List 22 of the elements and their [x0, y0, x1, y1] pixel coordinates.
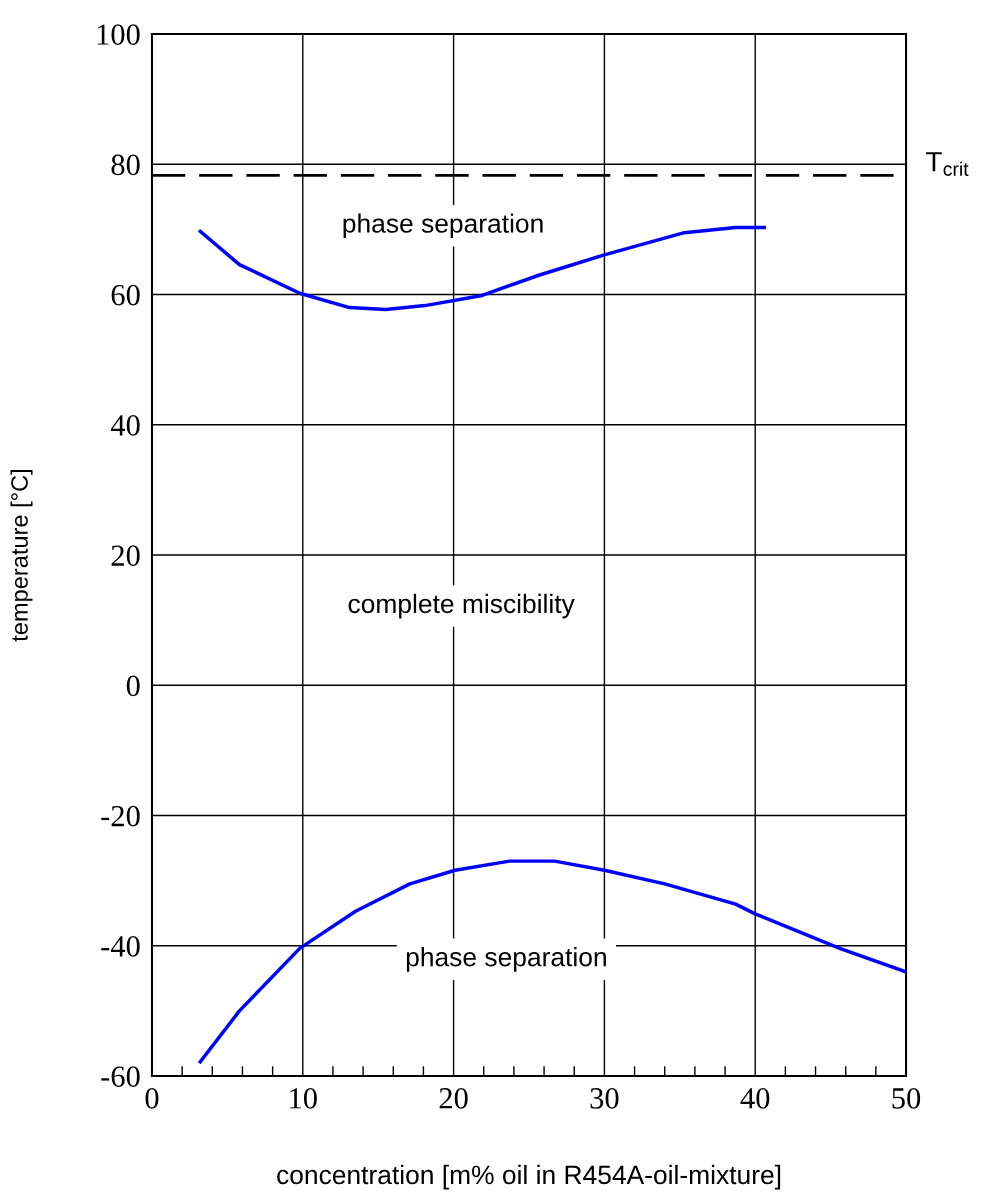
- y-tick-label: -40: [101, 936, 140, 957]
- y-tick-label: 100: [97, 24, 140, 45]
- line-series: [198, 859, 907, 1064]
- y-tick-label: 40: [110, 415, 140, 436]
- y-tick-label: -60: [101, 1066, 140, 1087]
- x-tick-label: 40: [740, 1088, 770, 1109]
- annotation: phase separation: [343, 213, 543, 239]
- x-tick-label: 10: [290, 1088, 317, 1109]
- x-tick-label: 0: [145, 1088, 159, 1109]
- y-tick-label: 80: [111, 154, 140, 176]
- annotation: complete miscibility: [348, 593, 575, 619]
- x-tick-label: 30: [590, 1088, 619, 1109]
- annotation: phase separation: [406, 947, 606, 972]
- x-axis-title: concentration [m% oil in R454A-oil-mixture]: [277, 1164, 781, 1190]
- x-tick-label: 20: [439, 1088, 468, 1109]
- y-tick-label: 60: [111, 284, 140, 306]
- y-axis-title: temperature [°C]: [10, 469, 33, 642]
- x-tick-label: 50: [892, 1088, 921, 1109]
- y-tick-label: 0: [126, 675, 140, 697]
- y-tick-label: -20: [101, 805, 140, 827]
- y-tick-label: 20: [111, 545, 140, 566]
- ref-line-label: T$_{crit}$: [926, 152, 969, 176]
